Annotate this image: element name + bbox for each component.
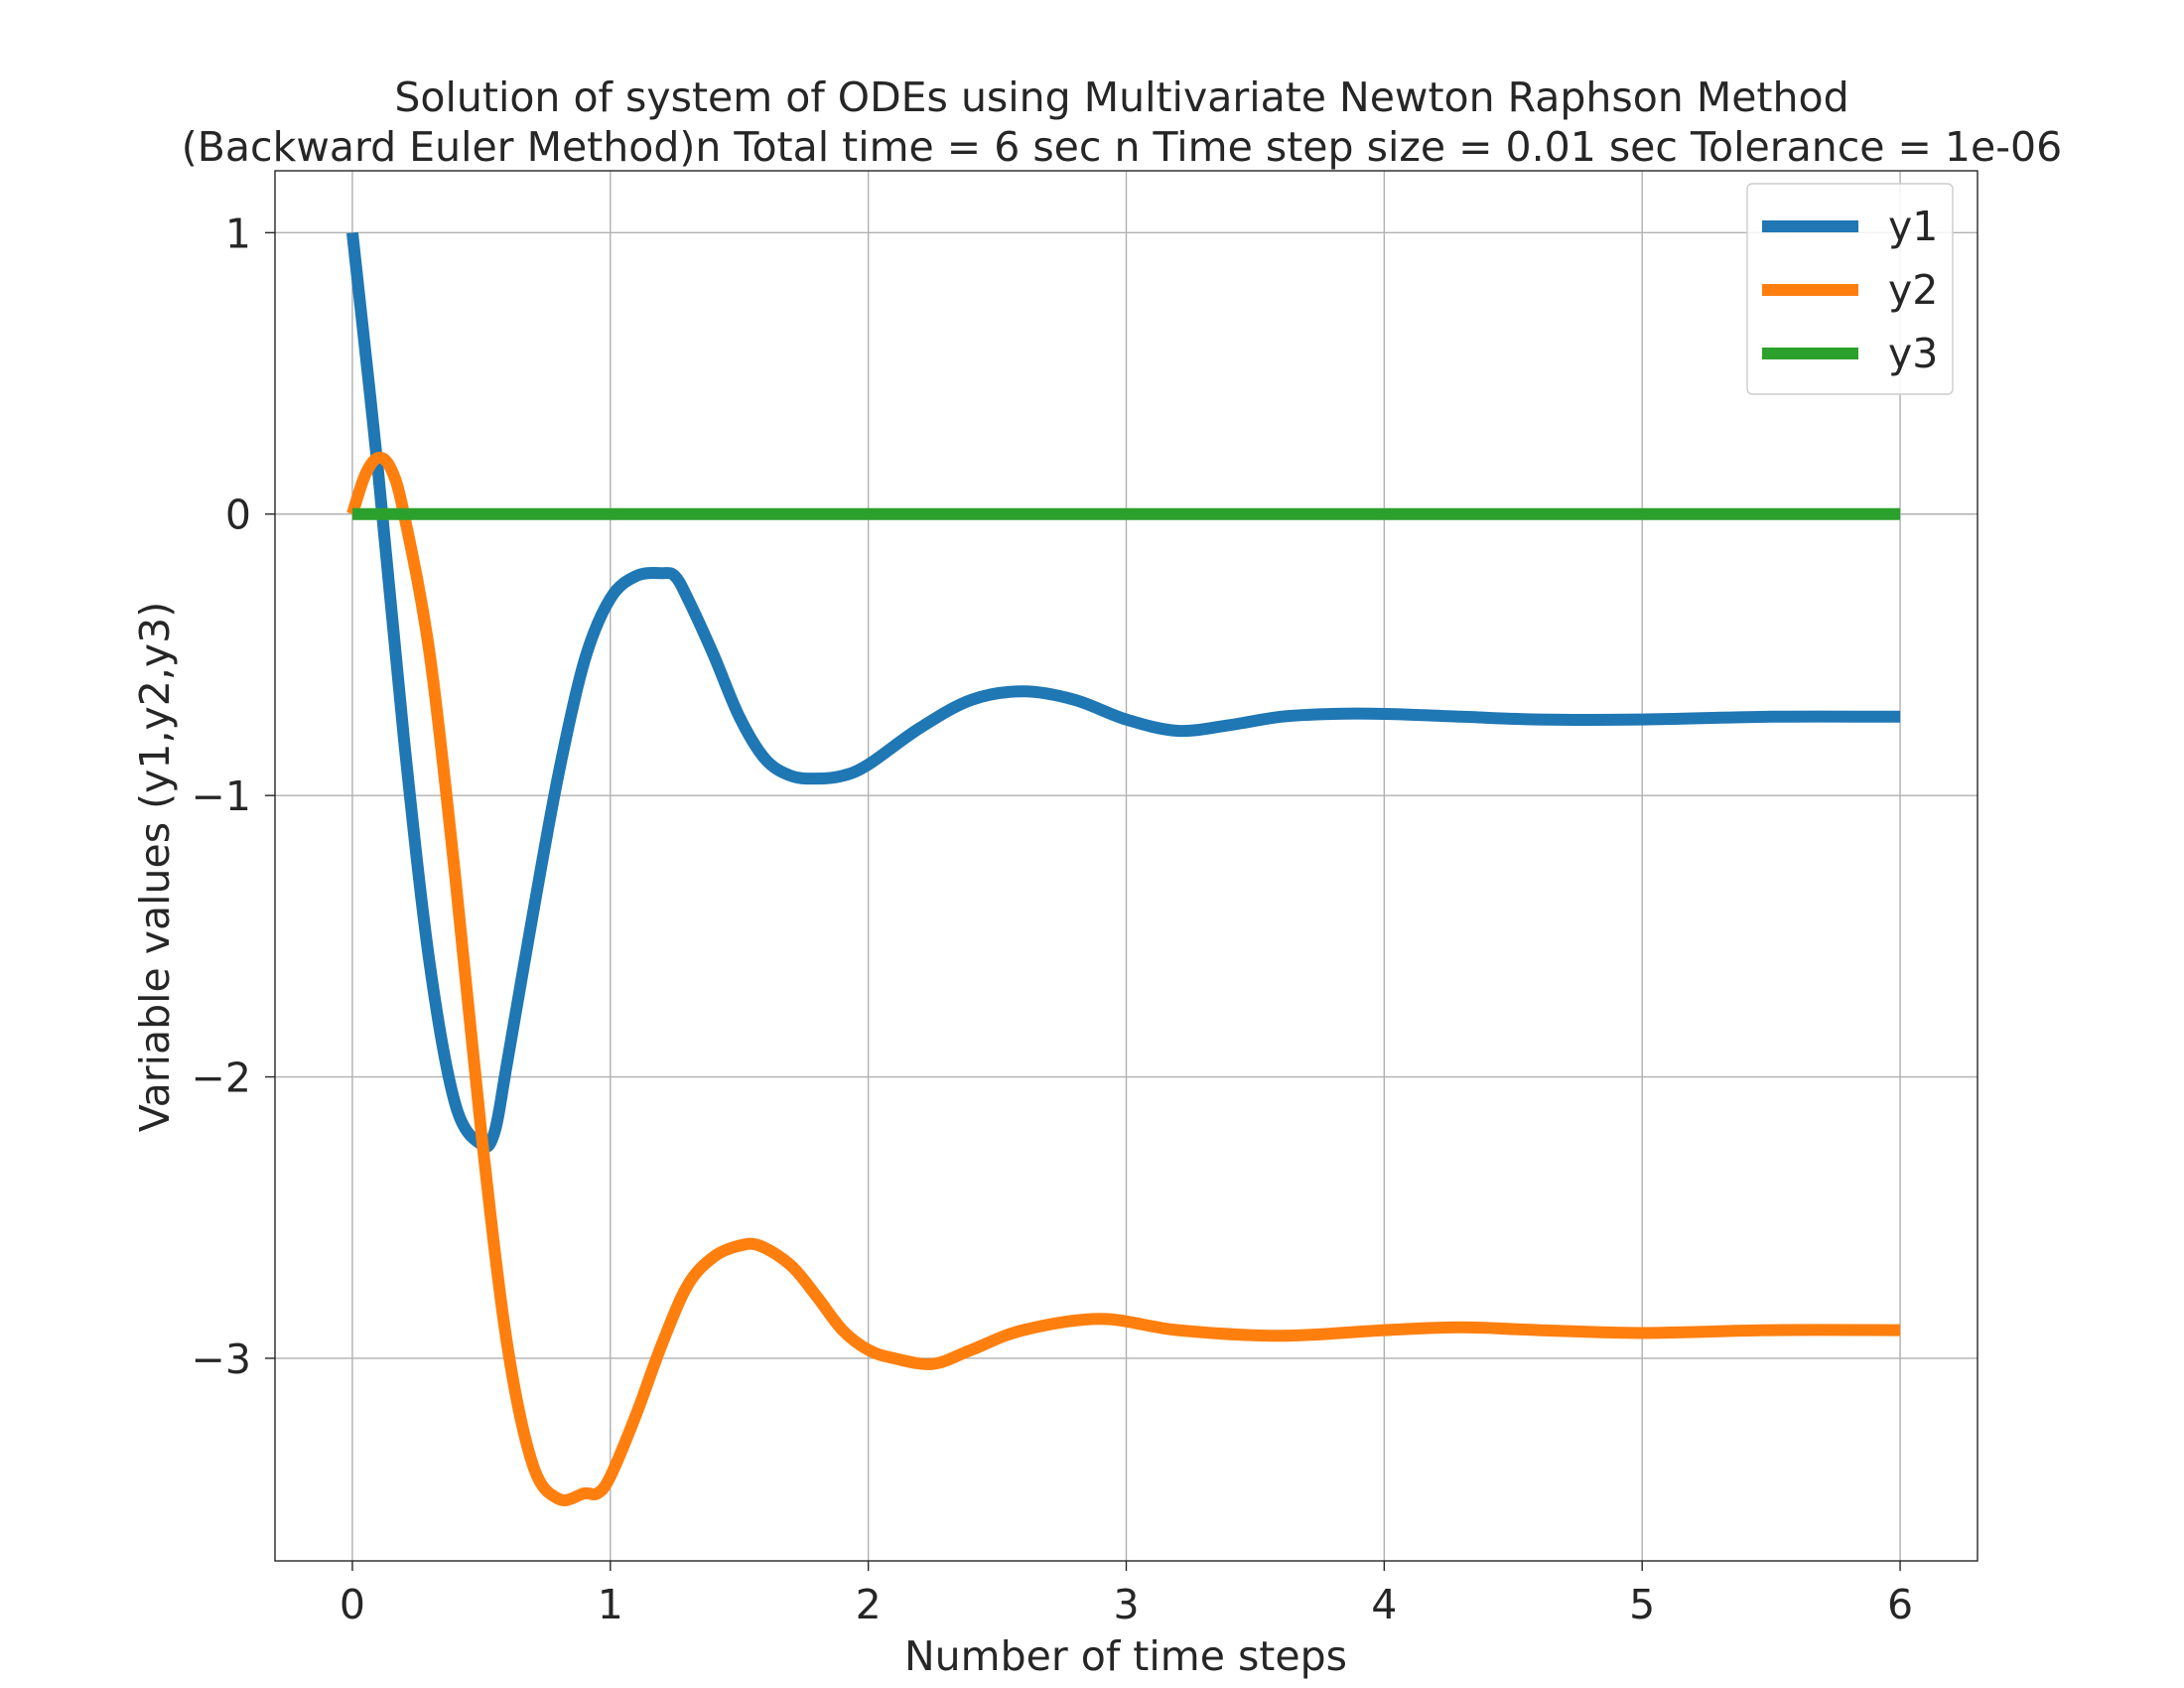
x-tick-label: 2 bbox=[856, 1581, 882, 1628]
legend-label-y3: y3 bbox=[1888, 330, 1938, 377]
y-axis-label: Variable values (y1,y2,y3) bbox=[131, 602, 179, 1133]
ticks: 0 1 2 3 4 5 6 1 0 −1 −2 −3 bbox=[192, 210, 1914, 1628]
series-line-y2 bbox=[346, 451, 1901, 1506]
chart-subtitle: (Backward Euler Method)n Total time = 6 … bbox=[182, 123, 2062, 171]
x-axis-label: Number of time steps bbox=[904, 1632, 1347, 1680]
legend-label-y1: y1 bbox=[1888, 203, 1938, 250]
x-tick-label: 4 bbox=[1371, 1581, 1397, 1628]
x-tick-label: 3 bbox=[1113, 1581, 1139, 1628]
chart-title: Solution of system of ODEs using Multiva… bbox=[394, 73, 1848, 121]
legend: y1 y2 y3 bbox=[1746, 183, 1954, 395]
y-tick-label: −2 bbox=[192, 1055, 251, 1102]
series-line-y1 bbox=[345, 231, 1901, 1153]
y-tick-label: −1 bbox=[192, 773, 251, 820]
x-tick-label: 6 bbox=[1887, 1581, 1913, 1628]
x-tick-label: 1 bbox=[598, 1581, 623, 1628]
y-tick-label: 1 bbox=[225, 210, 251, 257]
series-layer bbox=[345, 231, 1901, 1506]
x-tick-label: 5 bbox=[1629, 1581, 1655, 1628]
legend-label-y2: y2 bbox=[1888, 266, 1938, 314]
x-tick-label: 0 bbox=[340, 1581, 365, 1628]
y-tick-label: 0 bbox=[225, 492, 251, 539]
y-tick-label: −3 bbox=[192, 1336, 251, 1383]
